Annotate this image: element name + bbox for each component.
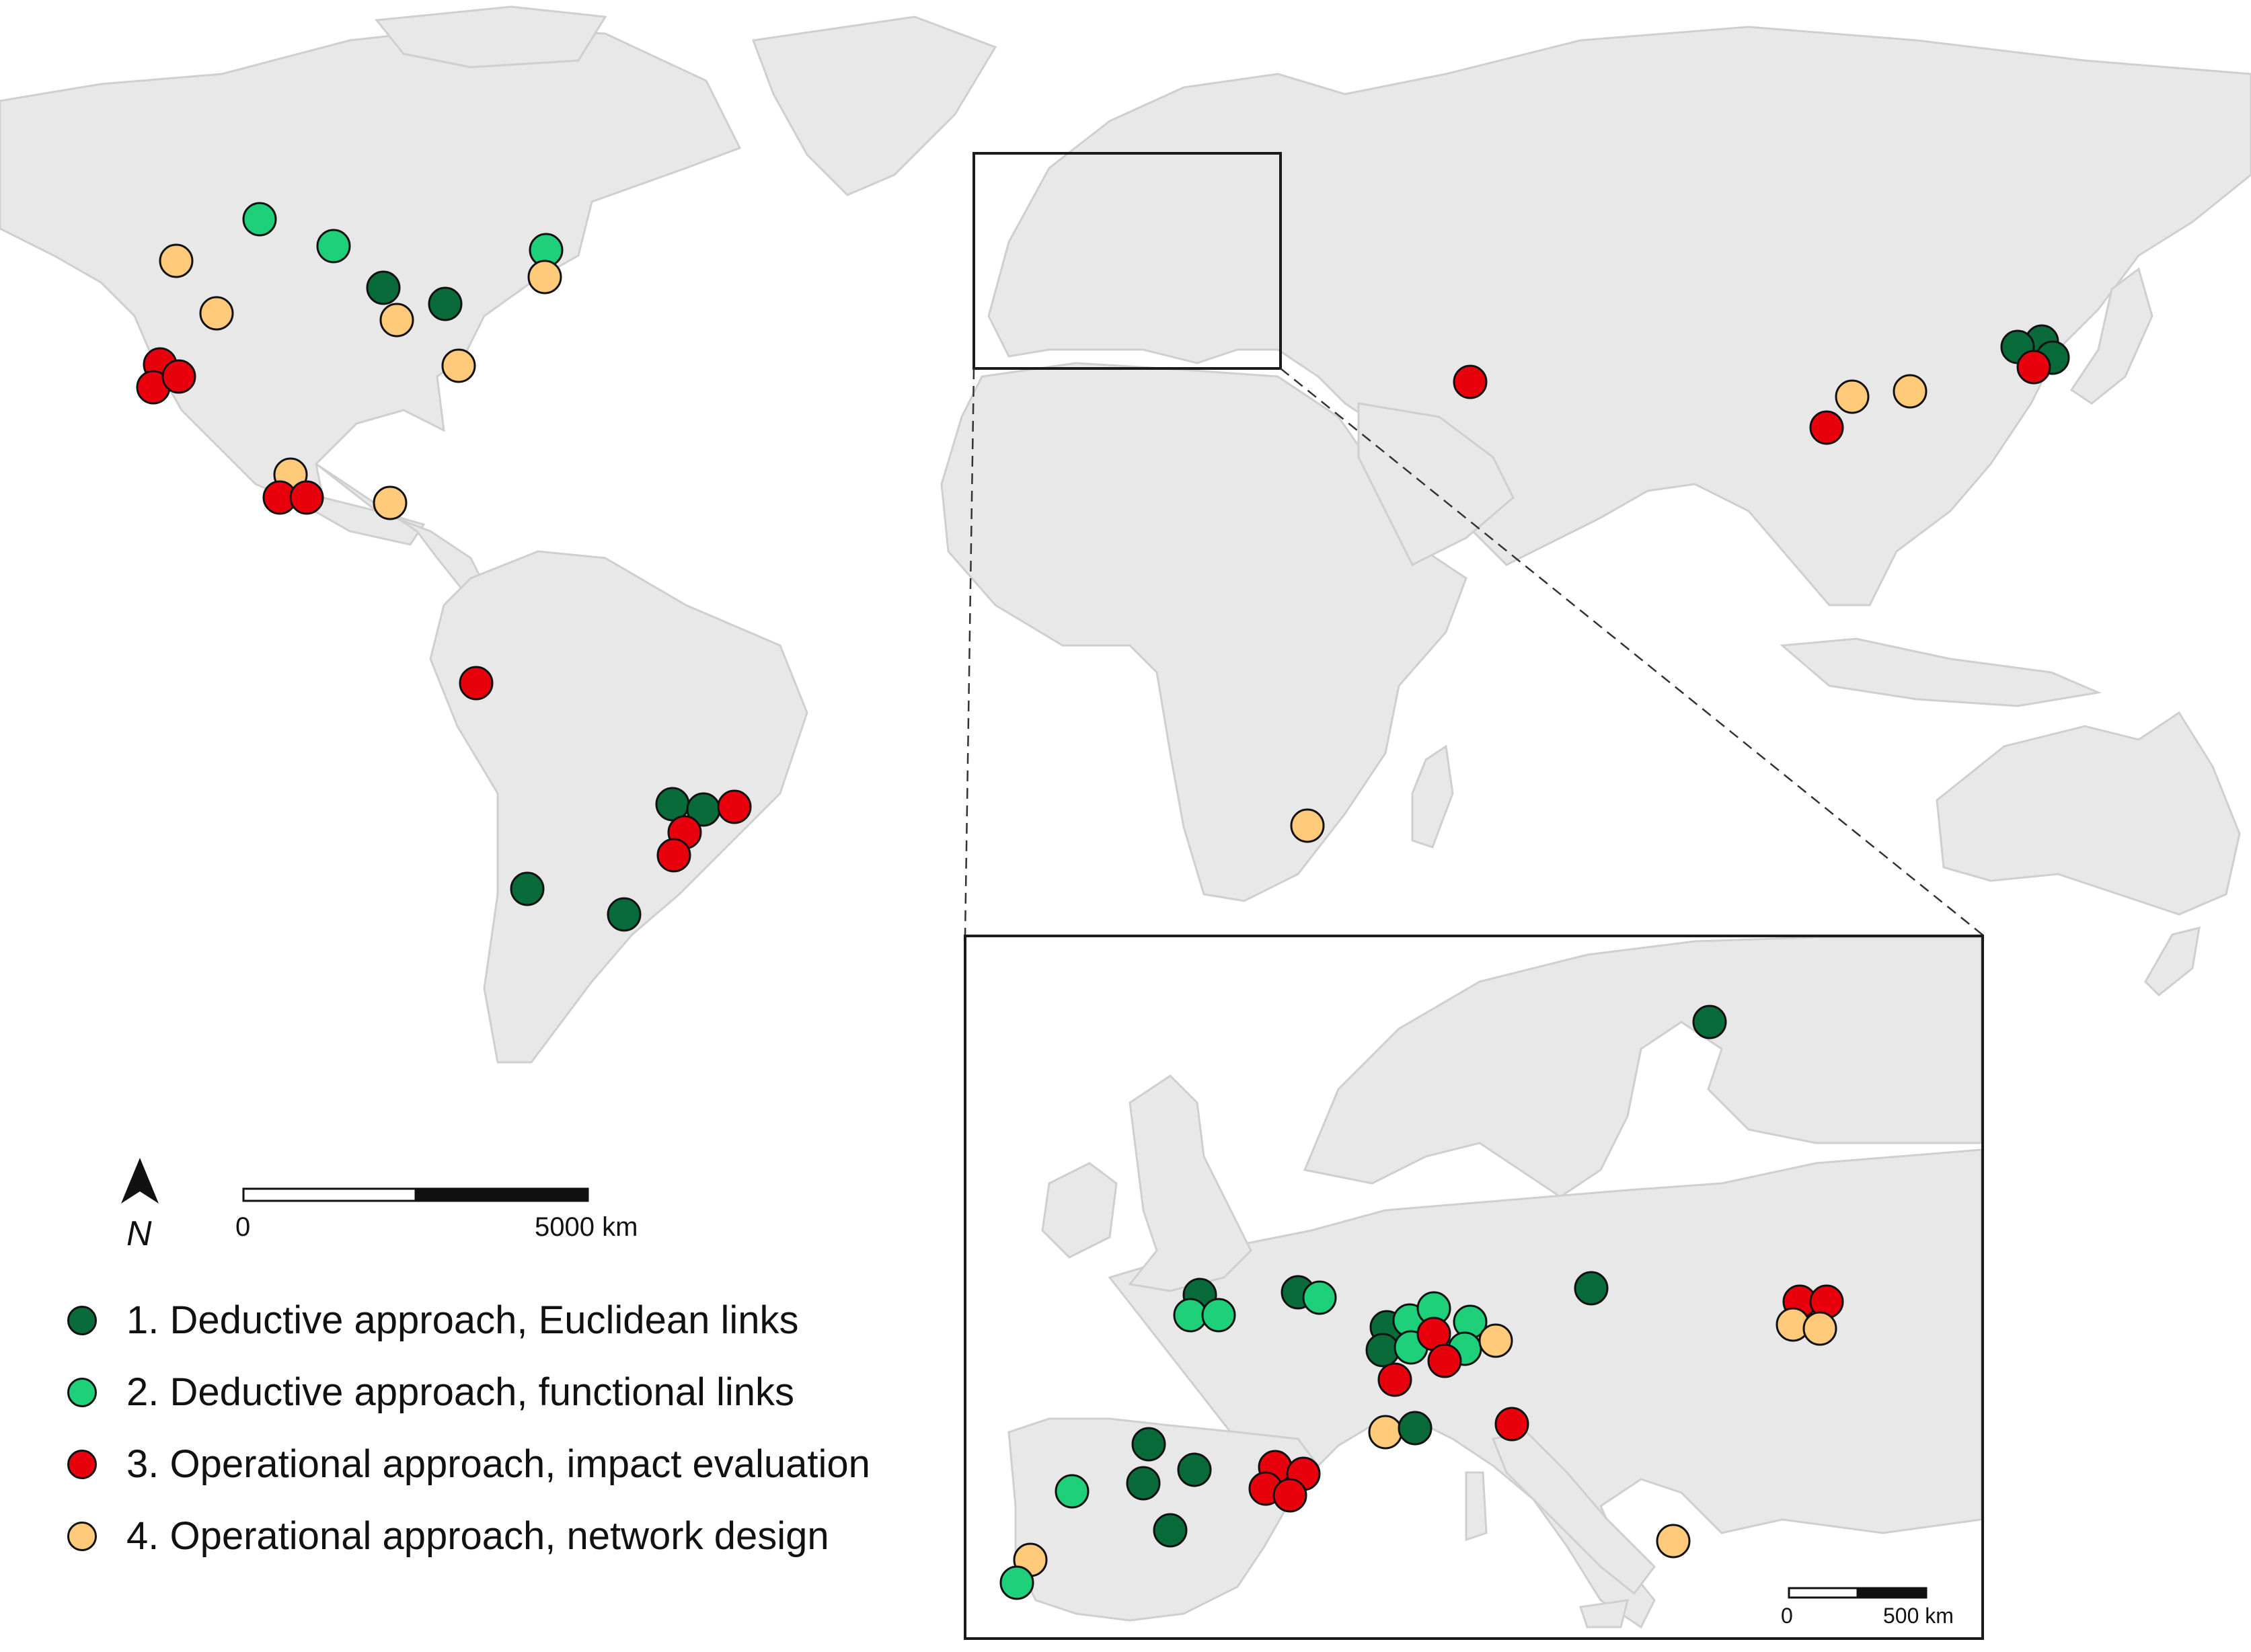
legend-swatch-1 bbox=[67, 1305, 97, 1335]
eurasia bbox=[987, 26, 2251, 606]
scale-bar-black-segment bbox=[414, 1187, 589, 1202]
study-site-marker-c4 bbox=[1478, 1323, 1513, 1358]
study-site-marker-c2 bbox=[242, 202, 277, 237]
indonesia bbox=[1780, 637, 2102, 707]
study-site-marker-c3 bbox=[717, 789, 752, 824]
study-site-marker-c1 bbox=[1365, 1333, 1400, 1368]
legend-item-1: 1. Deductive approach, Euclidean links bbox=[67, 1284, 942, 1356]
australia bbox=[1936, 711, 2241, 916]
study-site-marker-c3 bbox=[289, 480, 324, 515]
study-site-marker-c3 bbox=[161, 359, 196, 394]
legend-item-3: 3. Operational approach, impact evaluati… bbox=[67, 1428, 942, 1500]
europe-inset bbox=[964, 935, 1984, 1640]
study-site-marker-c4 bbox=[379, 303, 414, 338]
study-site-marker-c2 bbox=[1302, 1280, 1337, 1315]
study-site-marker-c3 bbox=[2016, 350, 2051, 385]
study-site-marker-c3 bbox=[1809, 410, 1844, 445]
inset-sardinia bbox=[1465, 1471, 1488, 1542]
study-site-marker-c4 bbox=[1802, 1311, 1837, 1346]
study-site-marker-c3 bbox=[1494, 1407, 1529, 1442]
north-arrow-icon bbox=[121, 1158, 159, 1204]
study-site-marker-c4 bbox=[527, 260, 562, 294]
study-site-marker-c1 bbox=[1692, 1005, 1727, 1039]
study-site-marker-c1 bbox=[1177, 1452, 1212, 1487]
study-site-marker-c1 bbox=[607, 897, 642, 932]
study-site-marker-c3 bbox=[1427, 1343, 1462, 1378]
south-america bbox=[429, 550, 808, 1064]
study-site-marker-c1 bbox=[1574, 1271, 1609, 1306]
inset-scale-bar: 0 500 km bbox=[1781, 1587, 1954, 1628]
study-site-marker-c3 bbox=[656, 838, 691, 873]
world-land bbox=[0, 5, 2251, 1064]
study-site-marker-c4 bbox=[373, 485, 408, 520]
inset-italy bbox=[1491, 1431, 1656, 1596]
study-site-marker-c3 bbox=[459, 666, 494, 701]
north-arrow-label: N bbox=[126, 1214, 152, 1253]
leader-line-right bbox=[1280, 368, 1985, 937]
scale-bar-start-label: 0 bbox=[235, 1212, 250, 1242]
inset-scale-bar-black-segment bbox=[1856, 1587, 1928, 1599]
legend-swatch-4 bbox=[67, 1521, 97, 1551]
legend-swatch-2 bbox=[67, 1377, 97, 1407]
study-site-marker-c4 bbox=[1656, 1524, 1691, 1559]
legend-label-1: 1. Deductive approach, Euclidean links bbox=[126, 1298, 799, 1342]
legend-swatch-3 bbox=[67, 1449, 97, 1479]
africa bbox=[940, 362, 1467, 902]
study-site-marker-c4 bbox=[441, 348, 476, 383]
leader-line-left bbox=[964, 368, 975, 937]
study-site-marker-c1 bbox=[1398, 1411, 1433, 1446]
legend-item-2: 2. Deductive approach, functional links bbox=[67, 1356, 942, 1428]
inset-ireland bbox=[1041, 1162, 1118, 1259]
study-site-marker-c2 bbox=[999, 1565, 1034, 1600]
study-site-marker-c4 bbox=[199, 296, 234, 331]
study-site-marker-c1 bbox=[1153, 1513, 1188, 1548]
study-site-marker-c1 bbox=[428, 286, 463, 321]
study-site-marker-c1 bbox=[1131, 1427, 1166, 1462]
study-site-marker-c1 bbox=[366, 270, 401, 305]
legend: 1. Deductive approach, Euclidean links 2… bbox=[67, 1284, 942, 1572]
north-arrow: N bbox=[121, 1158, 159, 1253]
study-site-marker-c4 bbox=[1893, 374, 1928, 409]
inset-great-britain bbox=[1128, 1074, 1252, 1292]
study-site-marker-c3 bbox=[1377, 1362, 1412, 1397]
inset-locator-box bbox=[972, 152, 1282, 370]
study-site-marker-c4 bbox=[1835, 379, 1870, 414]
study-site-marker-c2 bbox=[1201, 1298, 1236, 1333]
japan bbox=[2069, 267, 2153, 405]
legend-label-2: 2. Deductive approach, functional links bbox=[126, 1370, 795, 1414]
legend-label-4: 4. Operational approach, network design bbox=[126, 1514, 829, 1558]
legend-item-4: 4. Operational approach, network design bbox=[67, 1500, 942, 1572]
greenland bbox=[751, 15, 997, 196]
inset-scandinavia bbox=[1303, 937, 1981, 1198]
study-site-marker-c1 bbox=[510, 871, 545, 906]
study-site-marker-c1 bbox=[1126, 1466, 1161, 1501]
madagascar bbox=[1411, 744, 1454, 849]
study-site-marker-c3 bbox=[1453, 364, 1488, 399]
scale-bar-end-label: 5000 km bbox=[535, 1212, 638, 1242]
new-zealand bbox=[2144, 926, 2201, 997]
study-site-marker-c3 bbox=[1272, 1478, 1307, 1513]
inset-scale-bar-end-label: 500 km bbox=[1883, 1604, 1954, 1628]
inset-sicily bbox=[1579, 1599, 1629, 1628]
inset-scale-bar-start-label: 0 bbox=[1781, 1604, 1793, 1628]
study-site-marker-c4 bbox=[1368, 1415, 1403, 1450]
study-site-marker-c4 bbox=[159, 243, 194, 278]
study-site-marker-c2 bbox=[316, 229, 351, 264]
legend-label-3: 3. Operational approach, impact evaluati… bbox=[126, 1442, 870, 1486]
study-site-marker-c2 bbox=[1055, 1474, 1090, 1509]
scale-bar-white-segment bbox=[242, 1187, 417, 1202]
study-site-markers bbox=[136, 202, 2070, 1600]
study-site-marker-c4 bbox=[1290, 808, 1325, 843]
scale-bar: 0 5000 km bbox=[235, 1187, 638, 1242]
arctic-islands bbox=[375, 5, 607, 69]
inset-scale-bar-white-segment bbox=[1788, 1587, 1859, 1599]
